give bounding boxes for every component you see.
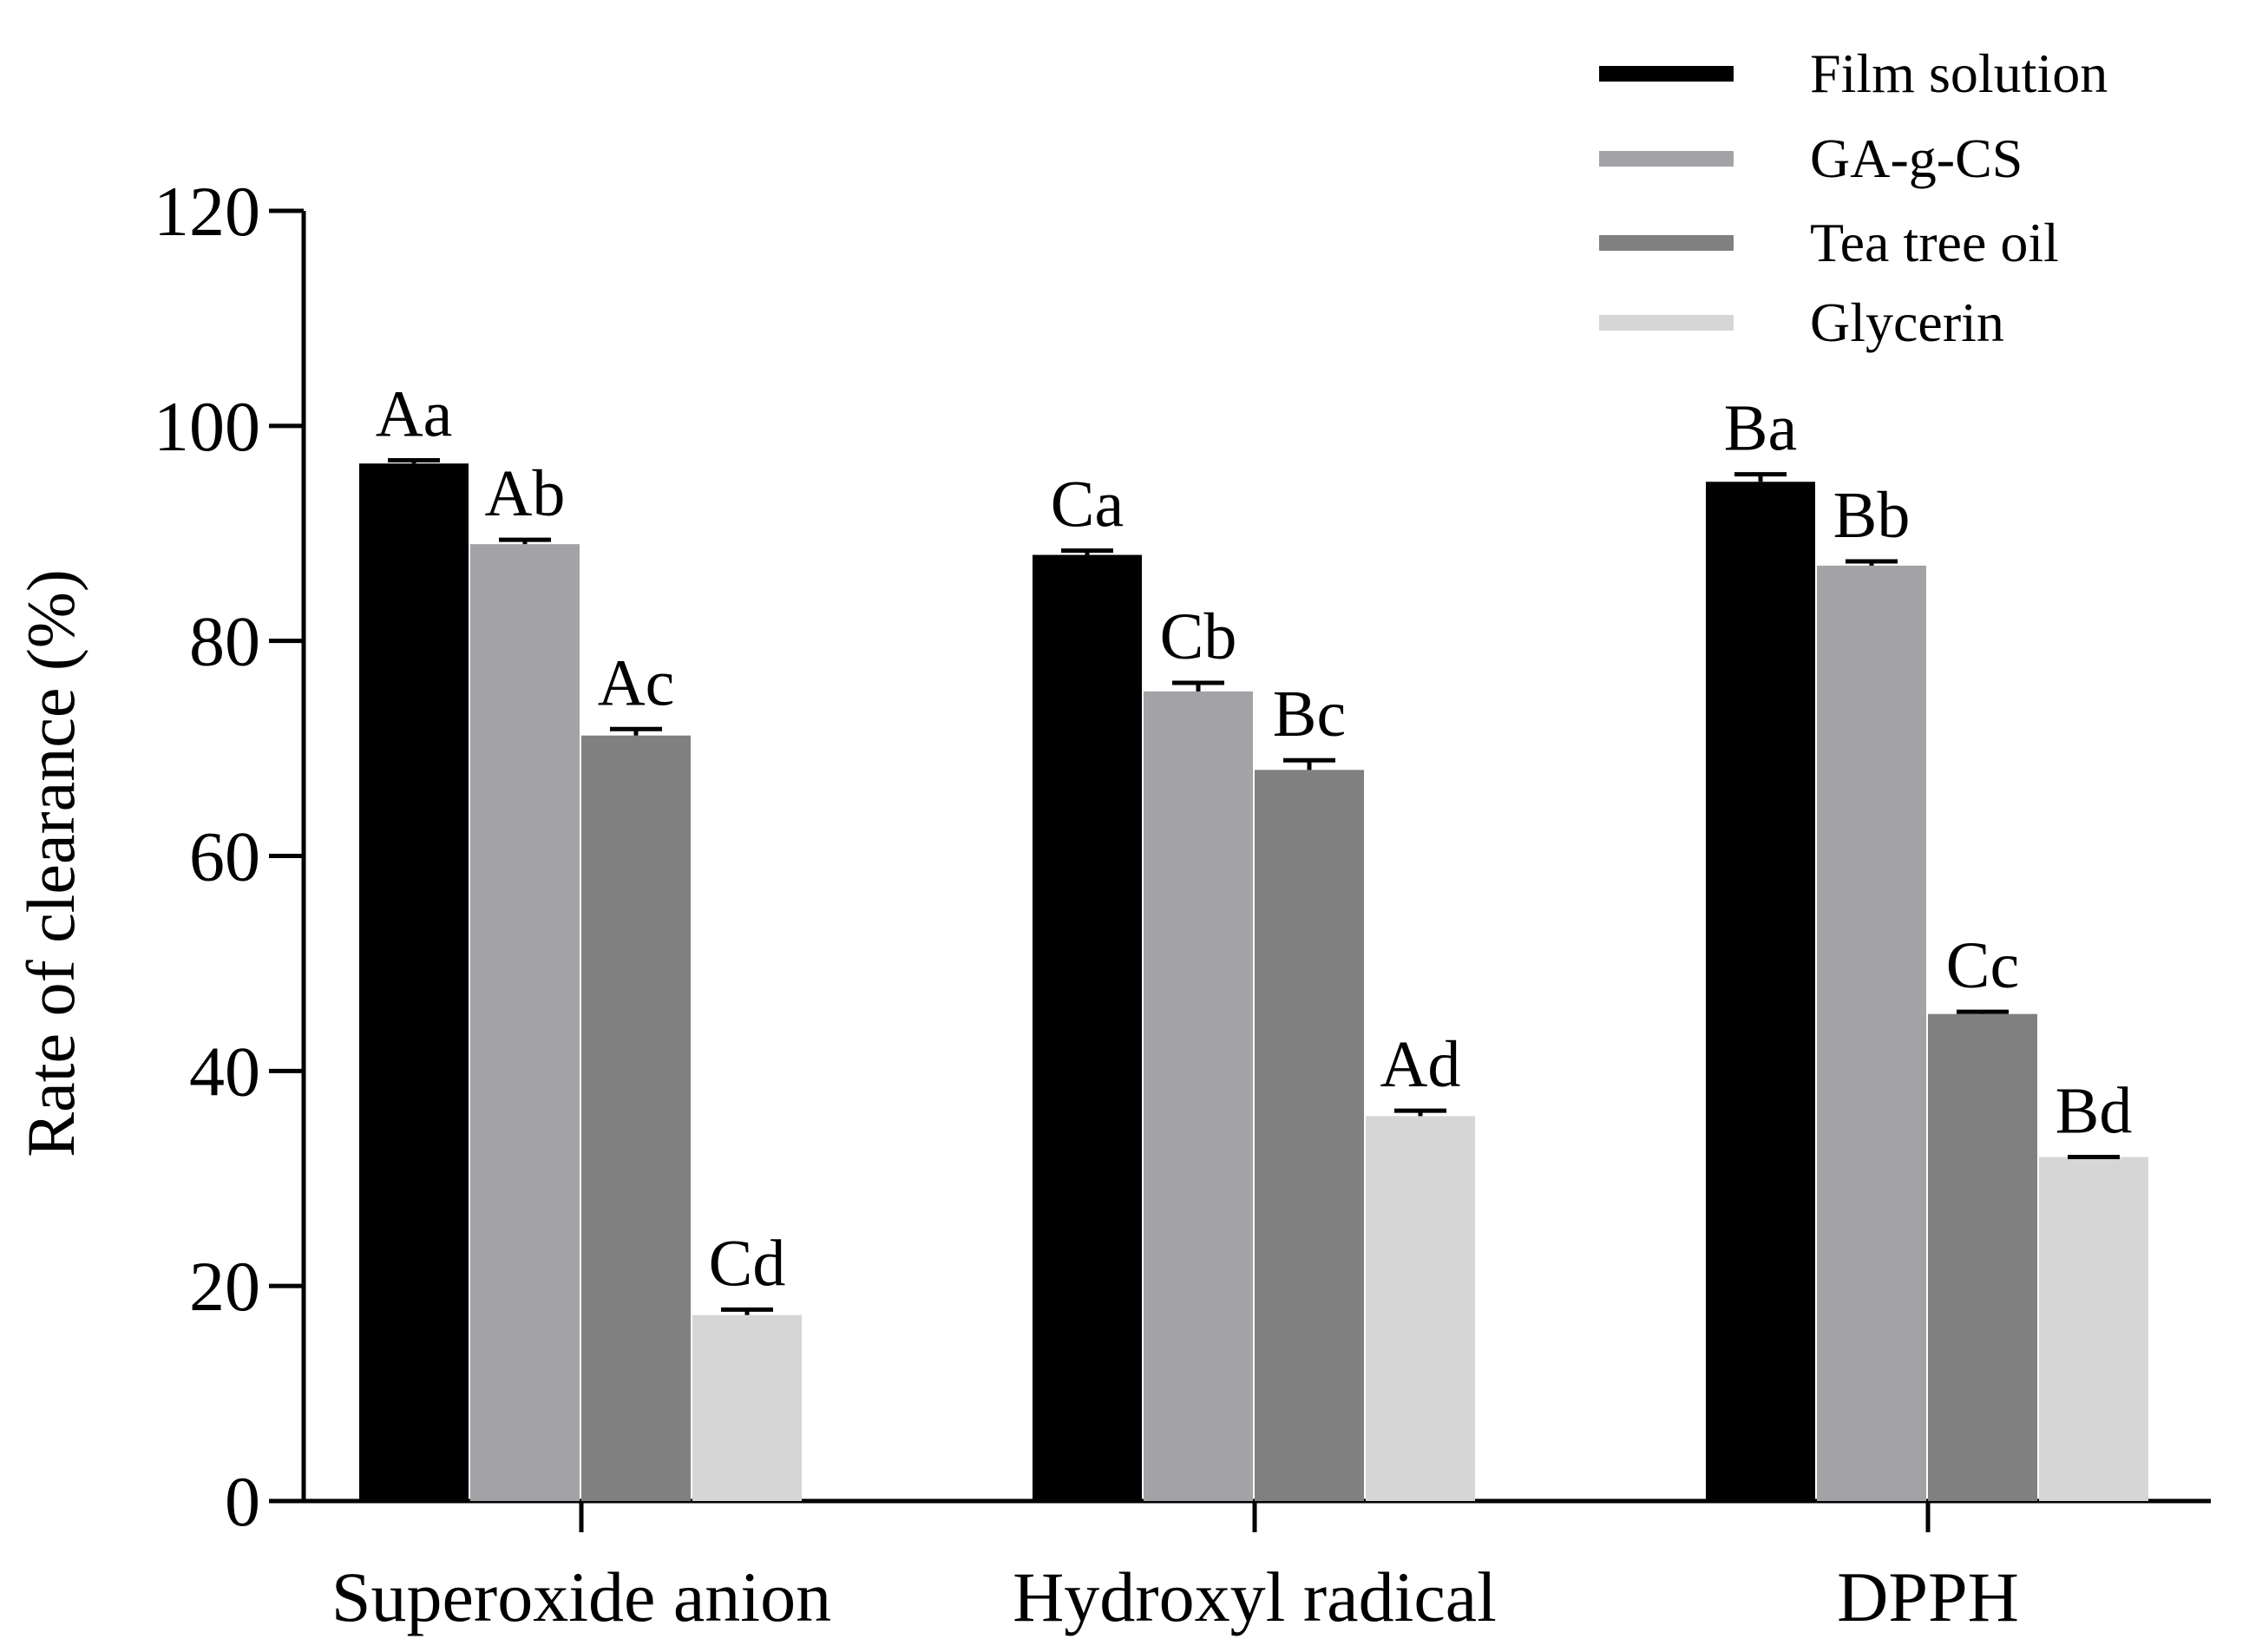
legend-swatch: [1599, 315, 1734, 331]
bar-significance-label: Aa: [376, 377, 453, 450]
y-tick-label: 120: [154, 172, 260, 251]
legend-swatch: [1599, 151, 1734, 167]
bar-significance-label: Ac: [598, 646, 675, 719]
bar-significance-label: Ab: [485, 457, 566, 530]
legend-label: Film solution: [1810, 43, 2108, 104]
bar: [692, 1314, 802, 1501]
x-category-label: Superoxide anion: [331, 1557, 831, 1636]
y-tick-label: 0: [225, 1462, 260, 1541]
x-category-label: Hydroxyl radical: [1013, 1557, 1497, 1636]
bar-significance-label: Bc: [1273, 678, 1346, 751]
legend-swatch: [1599, 66, 1734, 82]
y-tick-label: 60: [189, 817, 260, 896]
y-tick-label: 100: [154, 387, 260, 466]
legend-label: GA-g-CS: [1810, 128, 2023, 189]
bar: [581, 735, 691, 1501]
bar-significance-label: Bb: [1833, 479, 1911, 552]
bar-significance-label: Ad: [1380, 1028, 1461, 1101]
legend: Film solution GA-g-CS Tea tree oil Glycerin: [1599, 43, 2108, 353]
bar: [1255, 770, 1364, 1501]
bar-significance-label: Ba: [1724, 392, 1797, 465]
legend-label: Tea tree oil: [1810, 212, 2059, 273]
bar: [1817, 565, 1926, 1501]
bar-significance-label: Cc: [1946, 929, 2019, 1002]
y-tick-label: 80: [189, 602, 260, 681]
bar: [1366, 1116, 1475, 1501]
bar-significance-label: Ca: [1051, 469, 1124, 541]
y-axis-title: Rate of clearance (%): [13, 569, 89, 1157]
plot-area: 0 20 40 60 80 100 120 Superoxide anion Hydroxyl …: [154, 172, 2211, 1636]
bar: [1033, 554, 1142, 1501]
bar-significance-label: Cb: [1160, 600, 1237, 673]
legend-label: Glycerin: [1810, 292, 2004, 353]
bar: [1144, 691, 1253, 1501]
bar: [470, 544, 580, 1502]
bar: [2039, 1157, 2148, 1501]
x-category-label: DPPH: [1837, 1557, 2019, 1636]
bar: [359, 463, 469, 1502]
bar: [1928, 1013, 2037, 1501]
y-tick-label: 40: [189, 1032, 260, 1111]
bar-significance-label: Cd: [709, 1227, 786, 1300]
legend-swatch: [1599, 235, 1734, 251]
bar: [1706, 482, 1815, 1501]
bar-significance-label: Bd: [2056, 1074, 2133, 1147]
y-tick-label: 20: [189, 1247, 260, 1326]
